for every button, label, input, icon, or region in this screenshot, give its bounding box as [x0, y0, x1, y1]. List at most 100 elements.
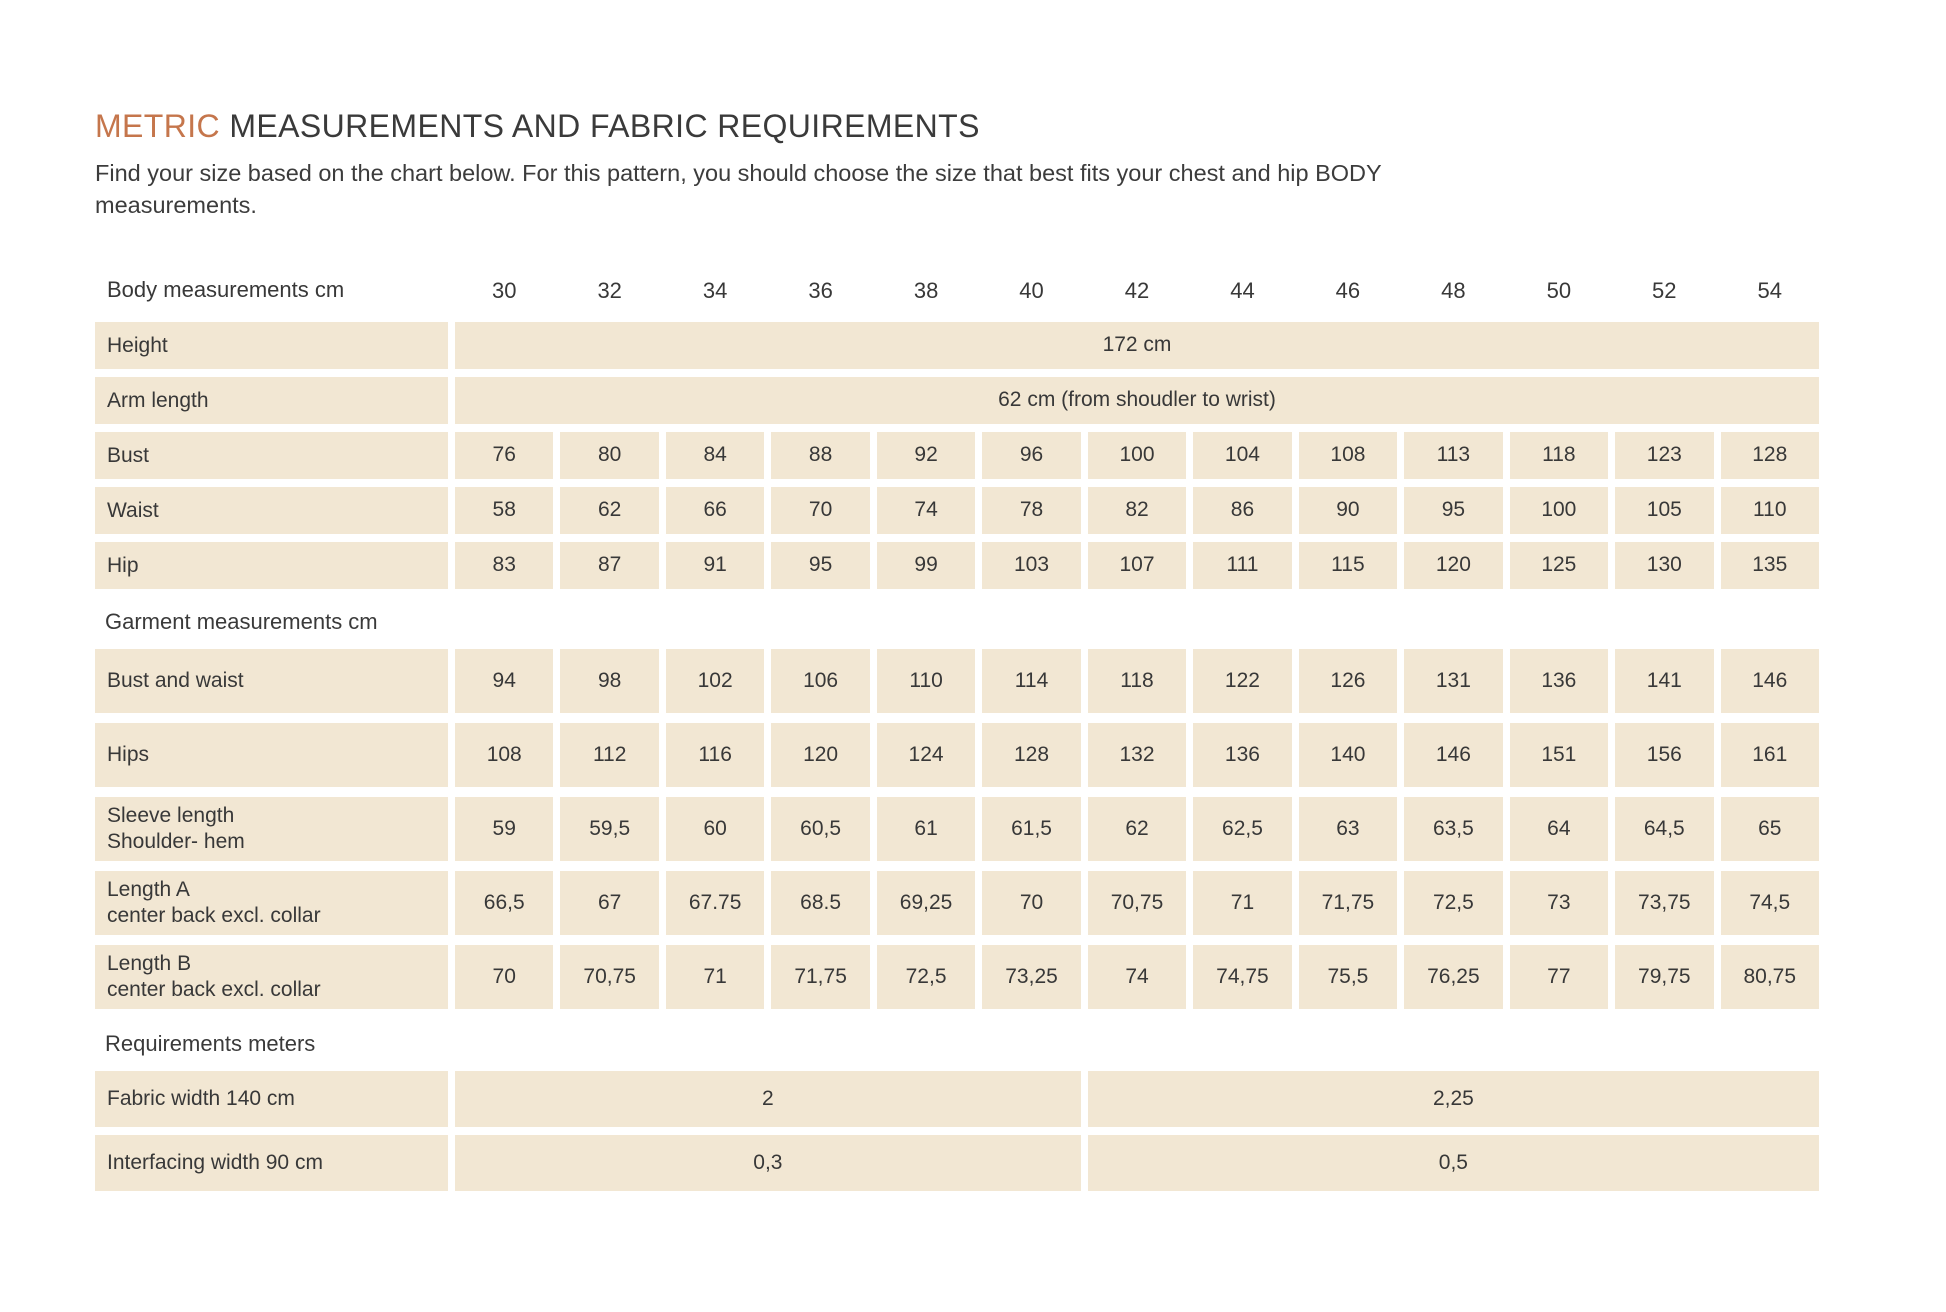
value-cell: 71	[1193, 870, 1292, 935]
table-row: Bust 76 80 84 88 92 96 100 104 108 113 118 123 128	[95, 431, 1819, 479]
size-column-header: 32	[597, 277, 622, 303]
row-label-line: Interfacing width 90 cm	[107, 1151, 323, 1175]
value-cell: 99	[876, 541, 976, 589]
row-label: Waist	[95, 486, 448, 534]
size-column-header: 54	[1757, 277, 1782, 303]
value-cell: 135	[1720, 541, 1819, 589]
value-cell: 146	[1404, 722, 1503, 787]
value-cell: 62,5	[1193, 796, 1292, 861]
value-cell: 77	[1509, 944, 1609, 1009]
value-cell: 63	[1298, 796, 1398, 861]
value-cell: 71	[665, 944, 765, 1009]
value-cell: 70	[982, 870, 1081, 935]
requirement-span-right: 2,25	[1087, 1070, 1819, 1127]
value-cell: 82	[1087, 486, 1187, 534]
row-label-line: Height	[107, 333, 168, 357]
value-cell: 88	[771, 431, 870, 479]
table-row: Arm length 62 cm (from shoudler to wrist)	[95, 376, 1819, 424]
row-label-line: Length B	[107, 952, 192, 976]
value-cell: 123	[1615, 431, 1714, 479]
value-cell: 84	[665, 431, 765, 479]
row-label-line: Waist	[107, 498, 159, 522]
size-column-header: 38	[913, 277, 939, 303]
value-cell: 86	[1193, 486, 1292, 534]
requirement-span-left: 0,3	[455, 1134, 1081, 1191]
row-label: Bust	[95, 431, 448, 479]
page-title-rest: MEASUREMENTS AND FABRIC REQUIREMENTS	[220, 108, 980, 144]
value-cell: 120	[1404, 541, 1503, 589]
row-label-line: Length A	[107, 878, 190, 902]
value-cell: 67.75	[665, 870, 765, 935]
size-column-header: 30	[491, 277, 517, 303]
value-cell: 74	[876, 486, 976, 534]
requirement-span-left: 2	[455, 1070, 1081, 1127]
value-cell: 132	[1087, 722, 1187, 787]
size-column-header: 40	[1019, 277, 1044, 303]
value-cell: 64	[1509, 796, 1609, 861]
size-column-header: 48	[1441, 277, 1466, 303]
value-cell: 108	[455, 722, 554, 787]
value-cell: 61,5	[982, 796, 1081, 861]
value-cell: 66,5	[455, 870, 554, 935]
value-cell: 128	[1720, 431, 1819, 479]
value-cell: 70	[771, 486, 870, 534]
size-column-header: 44	[1230, 277, 1255, 303]
value-cell: 105	[1615, 486, 1714, 534]
value-cell: 151	[1509, 722, 1609, 787]
value-cell: 100	[1087, 431, 1187, 479]
size-column-header: 46	[1335, 277, 1361, 303]
value-cell: 69,25	[876, 870, 976, 935]
value-cell: 111	[1193, 541, 1292, 589]
row-label-line: Arm length	[107, 388, 209, 412]
value-cell: 76	[455, 431, 554, 479]
requirements-section-label: Requirements meters	[105, 1030, 316, 1056]
value-cell: 156	[1615, 722, 1714, 787]
value-cell: 110	[876, 648, 976, 713]
value-cell: 95	[771, 541, 870, 589]
value-cell: 59	[455, 796, 554, 861]
value-cell: 126	[1298, 648, 1398, 713]
value-cell: 73	[1509, 870, 1609, 935]
value-cell: 146	[1720, 648, 1819, 713]
row-label-line: center back excl. collar	[107, 977, 321, 1001]
requirement-span-right: 0,5	[1087, 1134, 1819, 1191]
table-row: Interfacing width 90 cm 0,3 0,5	[95, 1134, 1819, 1191]
value-cell: 74	[1087, 944, 1187, 1009]
value-cell: 103	[982, 541, 1081, 589]
value-cell: 141	[1615, 648, 1714, 713]
row-label: Height	[95, 321, 448, 369]
value-cell: 102	[665, 648, 765, 713]
value-cell: 66	[665, 486, 765, 534]
row-label-line: Fabric width 140 cm	[107, 1087, 295, 1111]
row-span-value: 172 cm	[455, 321, 1819, 369]
table-row: Hips 108 112 116 120 124 128 132 136 140 146 151 156…	[95, 722, 1819, 787]
row-label: Fabric width 140 cm	[95, 1070, 448, 1127]
value-cell: 72,5	[876, 944, 976, 1009]
table-row: Height 172 cm	[95, 321, 1819, 369]
page-title: METRIC MEASUREMENTS AND FABRIC REQUIREME…	[95, 108, 1946, 145]
row-span-value: 62 cm (from shoudler to wrist)	[455, 376, 1819, 424]
row-label-line: Sleeve length	[107, 804, 235, 828]
value-cell: 100	[1509, 486, 1609, 534]
size-column-header: 42	[1124, 277, 1150, 303]
value-cell: 73,75	[1615, 870, 1714, 935]
value-cell: 94	[455, 648, 554, 713]
value-cell: 67	[560, 870, 659, 935]
value-cell: 136	[1509, 648, 1609, 713]
row-label-line: Hip	[107, 553, 139, 577]
value-cell: 92	[876, 431, 976, 479]
measurement-table: Body measurements cm 30 32 34 36 38 40 42 44 46 48…	[95, 272, 1819, 1191]
value-cell: 80	[560, 431, 659, 479]
value-cell: 106	[771, 648, 870, 713]
value-cell: 130	[1615, 541, 1714, 589]
value-cell: 78	[982, 486, 1081, 534]
garment-section-label: Garment measurements cm	[105, 608, 378, 634]
value-cell: 98	[560, 648, 659, 713]
row-label-line: Bust	[107, 443, 150, 467]
value-cell: 118	[1509, 431, 1609, 479]
value-cell: 76,25	[1404, 944, 1503, 1009]
value-cell: 75,5	[1298, 944, 1398, 1009]
